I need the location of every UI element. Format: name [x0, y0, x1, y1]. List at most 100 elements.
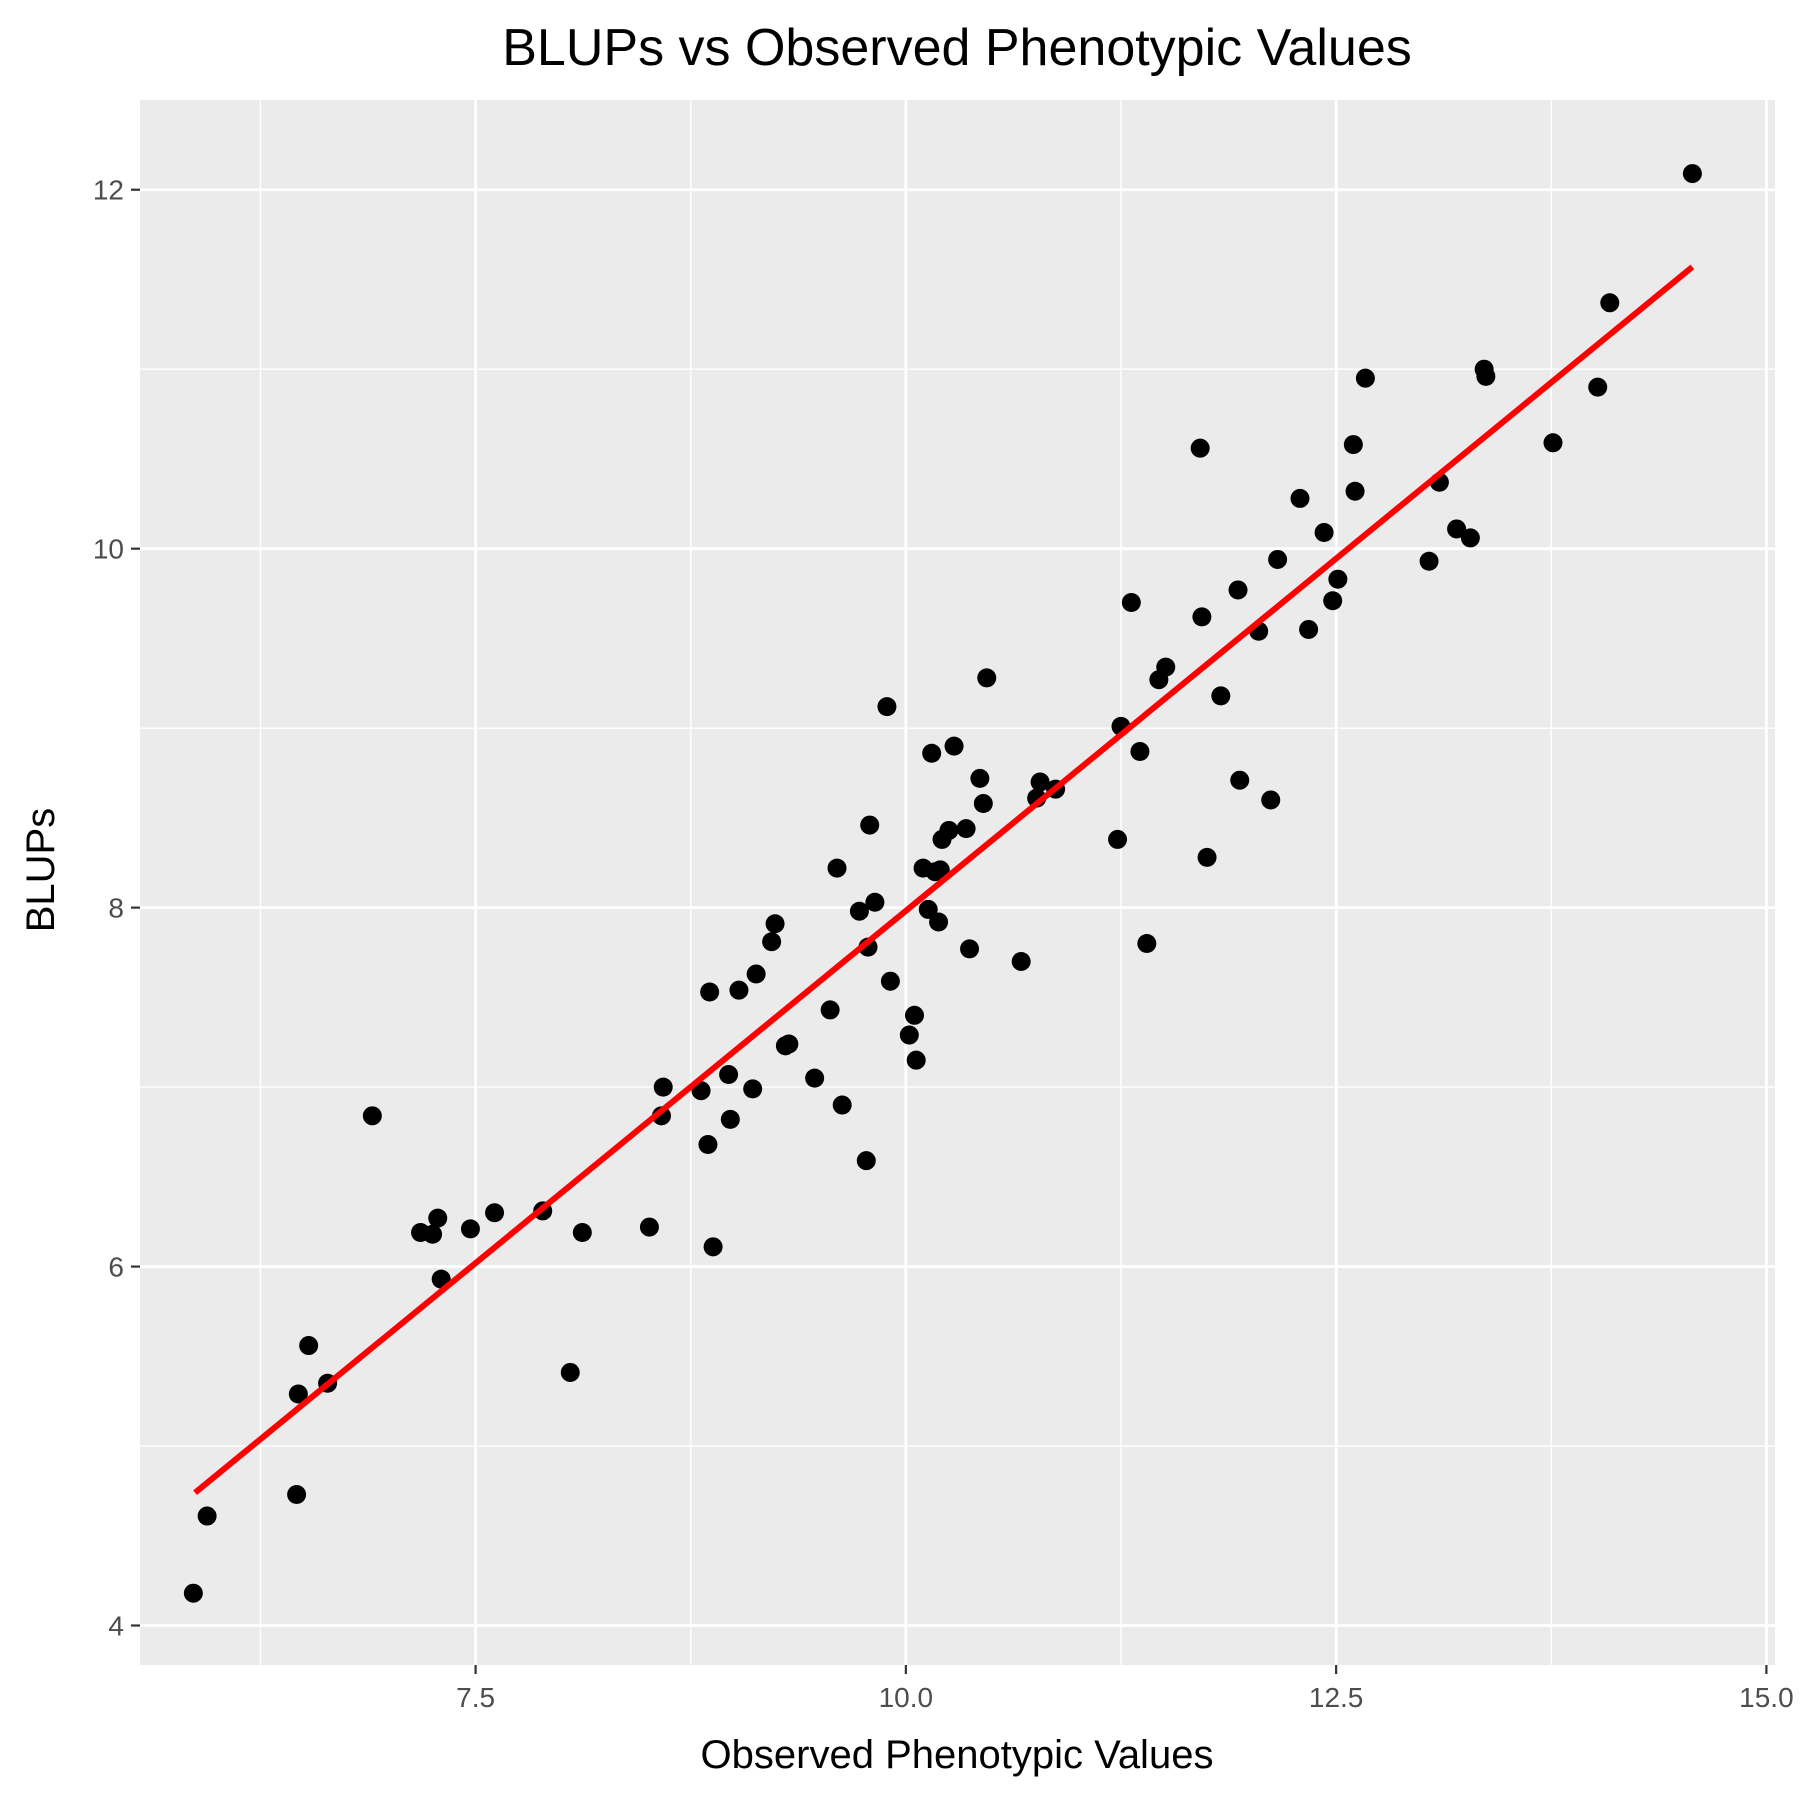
major-gridlines	[140, 100, 1775, 1665]
data-point	[779, 1034, 799, 1054]
data-point	[1343, 435, 1363, 455]
data-point	[805, 1068, 825, 1088]
data-point	[1314, 523, 1334, 543]
data-point	[1268, 549, 1288, 569]
data-point	[1323, 591, 1343, 611]
data-point	[1197, 847, 1217, 867]
data-point	[765, 914, 785, 934]
data-point	[906, 1050, 926, 1070]
y-tick-label: 10	[93, 534, 124, 565]
x-tick-label: 10.0	[879, 1682, 934, 1713]
data-point	[1121, 593, 1141, 613]
data-point	[560, 1362, 580, 1382]
data-point	[827, 858, 847, 878]
data-point	[762, 932, 782, 952]
data-point	[899, 1025, 919, 1045]
data-point	[860, 815, 880, 835]
y-tick-label: 8	[108, 893, 124, 924]
x-tick-label: 12.5	[1309, 1682, 1364, 1713]
data-point	[832, 1095, 852, 1115]
y-tick-label: 6	[108, 1252, 124, 1283]
data-point	[746, 964, 766, 984]
data-point	[1600, 293, 1620, 313]
data-point	[1228, 580, 1248, 600]
data-point	[288, 1384, 308, 1404]
data-point	[1108, 829, 1128, 849]
minor-gridlines	[140, 100, 1775, 1665]
data-point	[1030, 772, 1050, 792]
data-point	[1290, 488, 1310, 508]
y-tick-label: 12	[93, 175, 124, 206]
x-axis: 7.5 10.0 12.5 15.0	[456, 1665, 1794, 1713]
fit-line	[193, 264, 1695, 1496]
x-tick-label: 7.5	[456, 1682, 495, 1713]
plot-panel	[140, 100, 1775, 1665]
data-point	[653, 1077, 673, 1097]
data-point	[1682, 164, 1702, 184]
data-point	[929, 912, 949, 932]
data-point	[944, 736, 964, 756]
chart-title: BLUPs vs Observed Phenotypic Values	[502, 19, 1412, 77]
data-point	[820, 1000, 840, 1020]
data-point	[572, 1222, 592, 1242]
data-point	[460, 1219, 480, 1239]
data-point	[970, 768, 990, 788]
data-point	[1230, 770, 1250, 790]
data-point	[287, 1485, 307, 1505]
data-point	[485, 1203, 505, 1223]
data-point	[720, 1109, 740, 1129]
data-point	[1328, 569, 1348, 589]
data-point	[1447, 519, 1467, 539]
data-point	[428, 1208, 448, 1228]
data-point	[1588, 377, 1608, 397]
data-point	[973, 794, 993, 814]
data-point	[960, 939, 980, 959]
data-point	[918, 899, 938, 919]
data-point	[1192, 607, 1212, 627]
data-point	[362, 1106, 382, 1126]
y-axis-label: BLUPs	[19, 808, 63, 933]
data-point	[700, 982, 720, 1002]
data-point	[1190, 438, 1210, 458]
data-point	[423, 1224, 443, 1244]
data-point	[183, 1583, 203, 1603]
data-point	[1299, 619, 1319, 639]
data-point	[930, 860, 950, 880]
data-point	[1156, 657, 1176, 677]
data-point	[856, 1151, 876, 1171]
data-point	[1543, 433, 1563, 453]
data-point	[729, 980, 749, 1000]
data-point	[1261, 790, 1281, 810]
data-point	[1460, 528, 1480, 548]
data-point	[922, 743, 942, 763]
data-point	[703, 1237, 723, 1257]
data-point	[877, 697, 897, 717]
data-point	[977, 668, 997, 688]
data-point	[849, 901, 869, 921]
data-point	[939, 820, 959, 840]
fit-line-group	[193, 264, 1695, 1496]
data-point	[904, 1005, 924, 1025]
x-axis-label: Observed Phenotypic Values	[701, 1733, 1214, 1777]
data-point	[1476, 366, 1496, 386]
data-point	[719, 1065, 739, 1085]
data-point	[698, 1135, 718, 1155]
x-tick-label: 15.0	[1739, 1682, 1794, 1713]
data-point	[1419, 551, 1439, 571]
data-point	[880, 971, 900, 991]
y-tick-label: 4	[108, 1611, 124, 1642]
data-point	[1211, 686, 1231, 706]
y-axis: 4 6 8 10 12	[93, 175, 140, 1642]
data-point	[1011, 951, 1031, 971]
data-point	[956, 819, 976, 839]
data-point	[1137, 934, 1157, 954]
data-point	[299, 1336, 319, 1356]
data-point	[743, 1079, 763, 1099]
data-point	[639, 1217, 659, 1237]
data-point	[865, 892, 885, 912]
data-point	[1355, 368, 1375, 388]
data-point	[1345, 481, 1365, 501]
data-point	[197, 1506, 217, 1526]
data-point	[1130, 741, 1150, 761]
